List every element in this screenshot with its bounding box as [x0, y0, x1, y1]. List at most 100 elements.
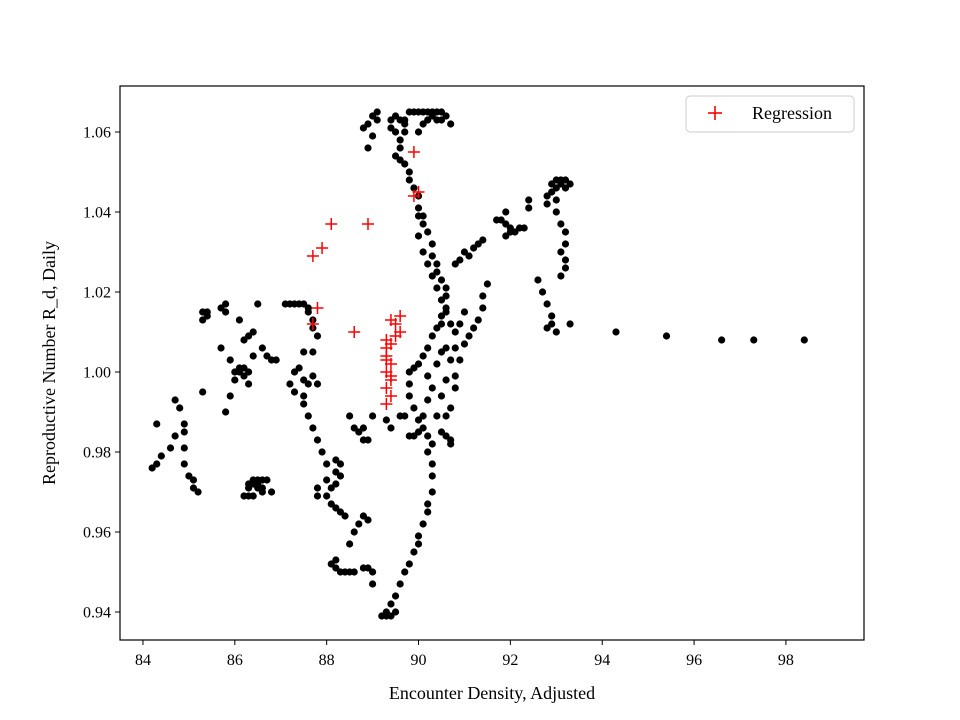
data-point	[525, 204, 533, 212]
data-point	[419, 412, 427, 420]
regression-point	[384, 370, 397, 382]
data-point	[323, 476, 331, 484]
data-point	[387, 116, 395, 124]
data-point	[414, 128, 423, 136]
data-point	[428, 488, 436, 496]
data-point	[300, 400, 308, 408]
data-point	[346, 412, 354, 420]
x-tick-label: 88	[319, 652, 335, 669]
y-tick-label: 0.94	[83, 605, 111, 622]
data-point	[525, 196, 533, 204]
data-point	[451, 344, 459, 352]
data-point	[199, 388, 207, 396]
data-point	[543, 200, 551, 208]
data-point	[405, 176, 413, 184]
regression-point	[325, 218, 338, 230]
data-point	[304, 380, 312, 388]
data-point	[332, 480, 340, 488]
data-point	[566, 320, 574, 328]
data-point	[176, 404, 184, 412]
data-point	[456, 320, 464, 328]
data-point	[437, 276, 446, 284]
y-tick-label: 1.04	[83, 205, 111, 222]
regression-point	[348, 326, 361, 338]
data-point	[460, 308, 469, 316]
data-point	[405, 168, 413, 176]
legend: Regression	[685, 95, 855, 133]
data-point	[382, 416, 390, 424]
data-point	[502, 208, 510, 216]
data-point	[309, 348, 317, 356]
y-tick-label: 0.98	[83, 445, 111, 462]
data-point	[662, 332, 671, 340]
data-point	[323, 492, 331, 500]
data-point	[552, 184, 560, 192]
regression-point	[362, 218, 374, 230]
y-axis-ticks: 0.94 0.96 0.98 1.00 1.02 1.04 1.06	[83, 125, 120, 622]
data-point	[465, 332, 473, 340]
data-point	[373, 108, 381, 116]
data-point	[557, 248, 565, 256]
y-tick-label: 0.96	[83, 525, 111, 542]
regression-point	[380, 354, 393, 366]
y-axis-label: Reproductive Number R_d, Daily	[39, 241, 59, 485]
data-point	[203, 312, 211, 320]
data-point	[428, 252, 436, 260]
x-tick-label: 84	[135, 652, 151, 669]
data-point	[414, 360, 423, 368]
data-point	[419, 520, 427, 528]
data-point	[396, 580, 404, 588]
data-point	[456, 256, 464, 264]
data-point	[433, 260, 441, 268]
data-point	[286, 380, 294, 388]
data-point	[313, 436, 322, 444]
data-point	[451, 372, 459, 380]
data-point	[396, 144, 404, 152]
data-point	[244, 484, 253, 492]
data-point	[313, 484, 322, 492]
data-point	[428, 384, 436, 392]
data-point	[359, 564, 368, 572]
data-point	[479, 304, 487, 312]
data-point	[368, 568, 377, 576]
plot-area-frame	[119, 85, 865, 641]
data-point	[557, 272, 565, 280]
data-point	[249, 328, 257, 336]
regression-point	[412, 186, 425, 198]
data-point	[410, 548, 418, 556]
data-point	[548, 312, 556, 320]
data-point	[447, 404, 455, 412]
data-point	[442, 344, 450, 352]
data-point	[561, 228, 570, 236]
data-point	[561, 256, 570, 264]
data-point	[171, 396, 179, 404]
data-point	[309, 424, 317, 432]
data-point	[538, 288, 547, 296]
data-point	[750, 336, 758, 344]
data-point	[355, 520, 363, 528]
data-point	[391, 128, 400, 136]
data-point	[336, 460, 345, 468]
data-point	[612, 328, 620, 336]
data-point	[424, 260, 432, 268]
data-point	[153, 460, 161, 468]
data-point	[428, 272, 436, 280]
data-point	[350, 528, 358, 536]
data-point	[300, 348, 308, 356]
data-point	[424, 508, 432, 516]
data-point	[364, 144, 372, 152]
data-point	[231, 376, 239, 384]
data-series	[148, 108, 808, 620]
data-point	[552, 328, 560, 336]
data-point	[447, 440, 455, 448]
data-point	[313, 332, 322, 340]
data-point	[428, 472, 436, 480]
data-point	[258, 344, 266, 352]
data-point	[387, 600, 395, 608]
data-point	[419, 120, 427, 128]
data-point	[405, 392, 413, 400]
data-point	[318, 448, 326, 456]
series-observed	[148, 108, 808, 620]
y-tick-label: 1.02	[83, 285, 111, 302]
regression-point	[407, 146, 420, 158]
